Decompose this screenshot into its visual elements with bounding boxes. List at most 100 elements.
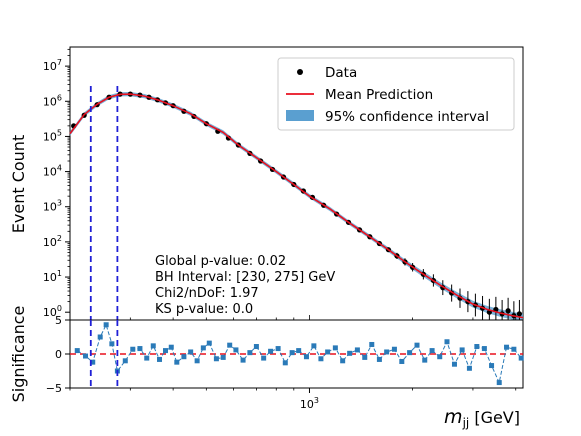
- significance-point: [103, 322, 109, 328]
- y-tick-label: 100: [43, 304, 62, 319]
- significance-point: [247, 350, 253, 356]
- confidence-band: [70, 92, 523, 320]
- significance-point: [422, 357, 428, 363]
- significance-line: [77, 323, 522, 385]
- x-tick-label: 103: [300, 396, 319, 411]
- significance-point: [261, 355, 267, 361]
- y-tick-label: 101: [43, 269, 62, 284]
- significance-point: [340, 358, 346, 364]
- sig-y-tick-label: −5: [46, 382, 62, 395]
- y-tick-label: 103: [43, 199, 62, 214]
- significance-point: [253, 344, 259, 350]
- sig-y-tick-label: 0: [55, 348, 62, 361]
- data-point: [225, 135, 232, 141]
- significance-point: [414, 342, 420, 348]
- significance-point: [163, 348, 169, 354]
- data-point: [516, 311, 523, 317]
- annotation-chi2-ndof: Chi2/nDoF: 1.97: [155, 286, 259, 301]
- significance-point: [174, 359, 180, 365]
- significance-point: [518, 355, 524, 361]
- significance-point: [347, 350, 353, 356]
- significance-point: [289, 350, 295, 356]
- significance-point: [74, 348, 80, 354]
- data-point: [505, 308, 511, 314]
- significance-ticks: −5 0 5 103: [46, 314, 517, 411]
- legend-confidence-label: 95% confidence interval: [325, 109, 489, 125]
- significance-point: [511, 346, 517, 352]
- significance-point: [275, 346, 281, 352]
- significance-point: [220, 354, 226, 360]
- annotation-ks-p-value: KS p-value: 0.0: [155, 302, 253, 317]
- significance-point: [282, 360, 288, 366]
- significance-point: [429, 348, 435, 354]
- significance-point: [268, 348, 274, 354]
- significance-point: [318, 356, 324, 362]
- significance-point: [481, 346, 487, 352]
- significance-panel: −5 0 5 103 Significance mjj [GeV]: [9, 306, 524, 430]
- significance-point: [97, 334, 103, 340]
- significance-point: [459, 347, 465, 353]
- significance-point: [311, 343, 317, 349]
- significance-point: [83, 353, 89, 359]
- main-y-ticks: 100 101 102 103 104 105 106 107: [43, 48, 517, 320]
- significance-point: [466, 365, 472, 371]
- significance-point: [369, 341, 375, 347]
- significance-point: [150, 343, 156, 349]
- significance-point: [233, 347, 239, 353]
- significance-point: [399, 358, 405, 364]
- legend-prediction-label: Mean Prediction: [325, 87, 433, 103]
- significance-point: [391, 346, 397, 352]
- main-marks: [69, 86, 524, 320]
- significance-point: [130, 346, 136, 352]
- significance-marks: [70, 320, 524, 388]
- significance-point: [137, 346, 143, 352]
- mean-prediction-line: [69, 93, 524, 319]
- main-panel: 100 101 102 103 104 105 106 107 Event Count Glo…: [9, 46, 524, 321]
- significance-point: [122, 358, 128, 364]
- significance-point: [168, 344, 174, 350]
- x-axis-label: mjj [GeV]: [444, 406, 520, 430]
- significance-point: [451, 361, 457, 367]
- significance-point: [240, 357, 246, 363]
- y-tick-label: 106: [43, 93, 62, 108]
- y-tick-label: 102: [43, 234, 62, 249]
- significance-point: [474, 344, 480, 350]
- significance-point: [489, 363, 495, 369]
- legend-data-marker-icon: [297, 69, 303, 75]
- sig-y-tick-label: 5: [55, 314, 62, 327]
- significance-point: [227, 342, 233, 348]
- y-tick-label: 104: [43, 164, 62, 179]
- main-y-axis-label: Event Count: [9, 135, 28, 233]
- significance-point: [354, 347, 360, 353]
- significance-point: [157, 356, 163, 362]
- significance-point: [325, 349, 331, 355]
- significance-point: [384, 349, 390, 355]
- significance-point: [213, 356, 219, 362]
- significance-point: [362, 354, 368, 360]
- significance-point: [181, 354, 187, 360]
- annotation-global-p-value: Global p-value: 0.02: [155, 254, 286, 269]
- y-tick-label: 105: [43, 128, 62, 143]
- significance-point: [188, 349, 194, 355]
- legend-data-label: Data: [325, 65, 357, 81]
- significance-point: [496, 380, 502, 386]
- significance-point: [332, 345, 338, 351]
- significance-point: [90, 359, 96, 365]
- significance-point: [376, 356, 382, 362]
- significance-point: [194, 358, 200, 364]
- significance-point: [444, 339, 450, 345]
- y-tick-label: 107: [43, 58, 62, 73]
- significance-point: [303, 354, 309, 360]
- significance-point: [206, 340, 212, 346]
- significance-point: [504, 344, 510, 350]
- significance-point: [437, 354, 443, 360]
- legend-confidence-patch-icon: [286, 110, 314, 121]
- significance-point: [200, 345, 206, 351]
- significance-point: [407, 350, 413, 356]
- significance-point: [296, 348, 302, 354]
- significance-y-axis-label: Significance: [9, 306, 28, 403]
- legend: Data Mean Prediction 95% confidence inte…: [277, 57, 515, 131]
- significance-point: [109, 341, 115, 347]
- significance-point: [144, 355, 150, 361]
